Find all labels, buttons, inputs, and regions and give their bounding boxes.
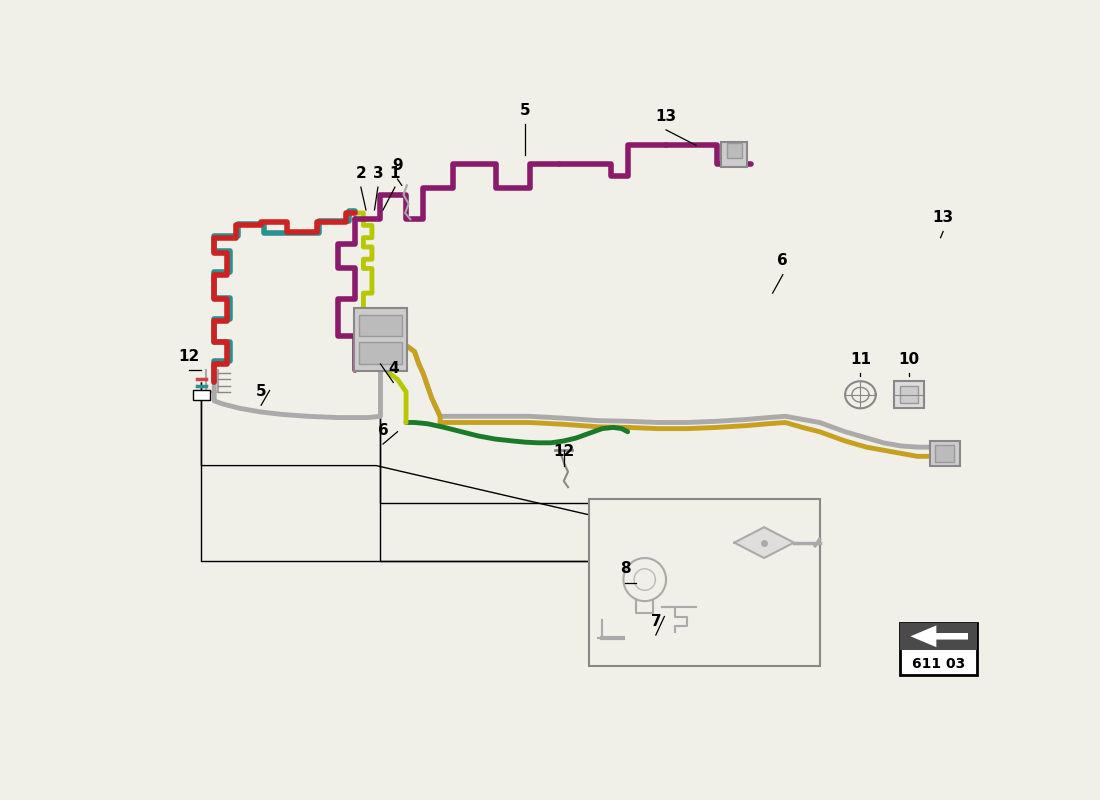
Bar [931, 441, 960, 466]
Text: 12: 12 [553, 445, 574, 459]
Bar [893, 382, 924, 408]
Text: 9: 9 [393, 158, 403, 173]
Text: 13: 13 [933, 210, 954, 226]
FancyBboxPatch shape [354, 308, 407, 370]
Text: 7: 7 [650, 614, 661, 629]
Text: 1: 1 [389, 166, 400, 181]
Text: 5: 5 [520, 102, 530, 118]
Bar [935, 445, 954, 462]
Bar [901, 386, 917, 403]
Bar [359, 314, 402, 336]
Bar [359, 342, 402, 364]
Text: 4: 4 [388, 362, 398, 376]
Text: 3: 3 [373, 166, 383, 181]
Bar [727, 143, 741, 158]
Bar [722, 142, 747, 167]
Text: 6: 6 [377, 423, 388, 438]
Text: 611 03: 611 03 [912, 657, 966, 670]
Text: 10: 10 [899, 352, 920, 367]
Text: 8: 8 [619, 562, 630, 577]
Text: 5: 5 [256, 384, 266, 399]
Bar [192, 390, 210, 400]
Text: 13: 13 [656, 109, 676, 124]
Bar [901, 622, 977, 650]
Text: 2: 2 [355, 166, 366, 181]
Bar [590, 499, 820, 666]
Polygon shape [911, 626, 968, 647]
Text: 11: 11 [850, 352, 871, 367]
Bar [901, 622, 977, 675]
Text: 12: 12 [178, 349, 199, 364]
Text: 6: 6 [778, 254, 789, 269]
Polygon shape [735, 527, 794, 558]
